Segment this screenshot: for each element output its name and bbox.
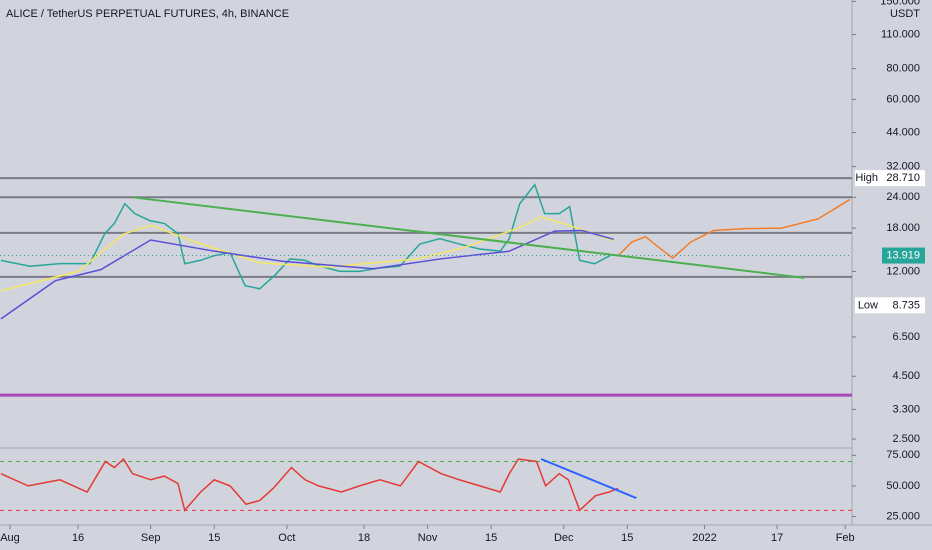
y-tick-label: 6.500 <box>892 331 920 343</box>
x-tick-label: 15 <box>485 532 497 544</box>
axis-unit: USDT <box>890 8 920 20</box>
y-tick-label: 80.000 <box>886 63 920 75</box>
series-line <box>617 198 851 259</box>
x-tick-label: 17 <box>771 532 783 544</box>
y-tick-label: 150.000 <box>880 0 920 7</box>
marker-box <box>855 297 925 314</box>
x-tick-label: Aug <box>0 532 20 544</box>
trend-line <box>540 458 637 500</box>
series-line <box>0 215 614 292</box>
y-tick-label: 44.000 <box>886 126 920 138</box>
y-tick-label: 75.000 <box>886 449 920 461</box>
trend-line <box>132 196 805 279</box>
marker-box <box>855 170 925 187</box>
y-tick-label: 12.000 <box>886 265 920 277</box>
x-tick-label: Oct <box>278 532 295 544</box>
marker-value: 28.710 <box>886 172 920 184</box>
series-line <box>0 183 611 290</box>
marker-name: High <box>855 172 878 184</box>
x-tick-label: Feb <box>836 532 855 544</box>
x-tick-label: 16 <box>72 532 84 544</box>
x-tick-label: 15 <box>621 532 633 544</box>
y-tick-label: 24.000 <box>886 191 920 203</box>
y-tick-label: 4.500 <box>892 370 920 382</box>
y-tick-label: 25.000 <box>886 510 920 522</box>
series-line <box>0 229 614 320</box>
x-tick-label: 18 <box>358 532 370 544</box>
x-tick-label: 15 <box>208 532 220 544</box>
marker-value: 8.735 <box>892 299 920 311</box>
chart-title: ALICE / TetherUS PERPETUAL FUTURES, 4h, … <box>6 8 289 20</box>
y-tick-label: 50.000 <box>886 480 920 492</box>
y-tick-label: 110.000 <box>881 28 920 40</box>
x-tick-label: 2022 <box>692 532 716 544</box>
y-tick-label: 60.000 <box>886 93 920 105</box>
marker-name: Low <box>858 299 878 311</box>
x-tick-label: Nov <box>418 532 438 544</box>
last-price-box <box>882 247 925 264</box>
y-tick-label: 18.000 <box>886 222 920 234</box>
y-tick-label: 32.000 <box>886 160 920 172</box>
series-line <box>0 457 619 512</box>
y-tick-label: 2.500 <box>892 433 920 445</box>
y-tick-label: 3.300 <box>892 403 920 415</box>
x-tick-label: Dec <box>554 532 574 544</box>
last-price-label: 13.919 <box>886 249 920 261</box>
x-tick-label: Sep <box>141 532 161 544</box>
